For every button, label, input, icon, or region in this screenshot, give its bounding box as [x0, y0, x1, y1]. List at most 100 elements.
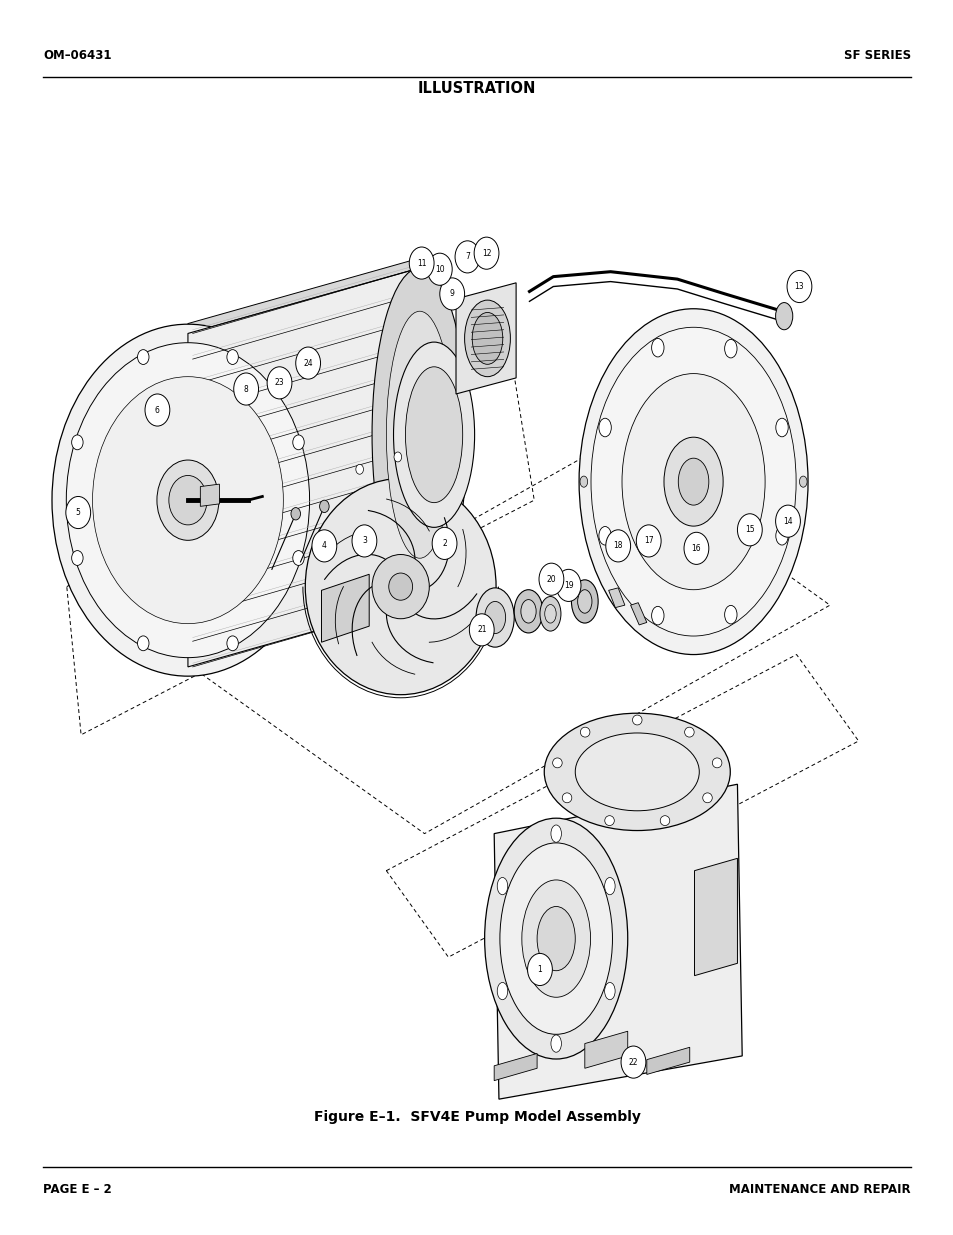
Ellipse shape — [551, 825, 560, 842]
Ellipse shape — [484, 601, 505, 634]
Ellipse shape — [775, 526, 787, 545]
Circle shape — [233, 373, 258, 405]
Text: 2: 2 — [442, 538, 446, 548]
Circle shape — [439, 278, 464, 310]
Ellipse shape — [514, 590, 542, 632]
Ellipse shape — [169, 475, 207, 525]
Circle shape — [737, 514, 761, 546]
Text: 23: 23 — [274, 378, 284, 388]
Text: 22: 22 — [628, 1057, 638, 1067]
Ellipse shape — [663, 437, 722, 526]
Circle shape — [474, 237, 498, 269]
Ellipse shape — [137, 350, 149, 364]
Ellipse shape — [372, 555, 429, 619]
Ellipse shape — [227, 636, 238, 651]
Text: 5: 5 — [75, 508, 81, 517]
Ellipse shape — [67, 343, 309, 658]
Text: 21: 21 — [476, 625, 486, 635]
Text: 1: 1 — [537, 965, 541, 974]
Ellipse shape — [476, 588, 514, 647]
Polygon shape — [630, 603, 646, 625]
Ellipse shape — [578, 309, 807, 655]
Text: 16: 16 — [691, 543, 700, 553]
Ellipse shape — [394, 452, 401, 462]
Circle shape — [683, 532, 708, 564]
Ellipse shape — [389, 573, 412, 600]
Ellipse shape — [293, 551, 304, 566]
Polygon shape — [321, 574, 369, 642]
Ellipse shape — [552, 758, 561, 768]
Ellipse shape — [775, 419, 787, 437]
Text: 13: 13 — [794, 282, 803, 291]
Polygon shape — [584, 1031, 627, 1068]
Text: 6: 6 — [154, 405, 160, 415]
Ellipse shape — [577, 590, 591, 613]
Ellipse shape — [291, 508, 300, 520]
Text: 9: 9 — [449, 289, 455, 299]
Circle shape — [556, 569, 580, 601]
Text: 17: 17 — [643, 536, 653, 546]
Ellipse shape — [651, 338, 663, 357]
Ellipse shape — [590, 327, 795, 636]
Ellipse shape — [632, 715, 641, 725]
Polygon shape — [188, 268, 419, 667]
Polygon shape — [494, 1053, 537, 1081]
Ellipse shape — [71, 551, 83, 566]
Ellipse shape — [305, 479, 496, 694]
Ellipse shape — [724, 340, 737, 358]
Circle shape — [469, 614, 494, 646]
Ellipse shape — [464, 300, 510, 377]
Circle shape — [409, 247, 434, 279]
Ellipse shape — [604, 877, 615, 894]
Text: 7: 7 — [464, 252, 470, 262]
Ellipse shape — [92, 377, 283, 624]
Circle shape — [66, 496, 91, 529]
Circle shape — [786, 270, 811, 303]
Polygon shape — [188, 258, 419, 333]
Text: Figure E–1.  SFV4E Pump Model Assembly: Figure E–1. SFV4E Pump Model Assembly — [314, 1110, 639, 1124]
Ellipse shape — [405, 367, 462, 503]
Text: 19: 19 — [563, 580, 573, 590]
Ellipse shape — [712, 758, 721, 768]
Ellipse shape — [544, 604, 556, 622]
Ellipse shape — [227, 350, 238, 364]
Circle shape — [295, 347, 320, 379]
Circle shape — [775, 505, 800, 537]
Circle shape — [427, 253, 452, 285]
Ellipse shape — [702, 793, 712, 803]
Circle shape — [455, 241, 479, 273]
Ellipse shape — [724, 605, 737, 624]
Ellipse shape — [684, 727, 694, 737]
Ellipse shape — [386, 311, 453, 558]
Ellipse shape — [71, 435, 83, 450]
Ellipse shape — [497, 877, 507, 894]
Text: 18: 18 — [613, 541, 622, 551]
Circle shape — [145, 394, 170, 426]
Text: OM–06431: OM–06431 — [43, 48, 112, 62]
Ellipse shape — [579, 475, 587, 487]
Ellipse shape — [621, 373, 764, 590]
Ellipse shape — [659, 815, 669, 825]
Circle shape — [267, 367, 292, 399]
Circle shape — [432, 527, 456, 559]
Circle shape — [312, 530, 336, 562]
Text: 12: 12 — [481, 248, 491, 258]
Ellipse shape — [355, 464, 363, 474]
Ellipse shape — [571, 580, 598, 622]
Ellipse shape — [651, 606, 663, 625]
Text: 10: 10 — [435, 264, 444, 274]
Text: 11: 11 — [416, 258, 426, 268]
Circle shape — [538, 563, 563, 595]
Polygon shape — [694, 858, 737, 976]
Polygon shape — [646, 1047, 689, 1074]
Polygon shape — [200, 484, 219, 506]
Polygon shape — [608, 588, 624, 608]
Text: SF SERIES: SF SERIES — [843, 48, 910, 62]
Text: 20: 20 — [546, 574, 556, 584]
Text: 8: 8 — [244, 384, 248, 394]
Text: 4: 4 — [321, 541, 327, 551]
Ellipse shape — [156, 459, 218, 541]
Polygon shape — [456, 283, 516, 394]
Ellipse shape — [472, 312, 502, 364]
Text: 24: 24 — [303, 358, 313, 368]
